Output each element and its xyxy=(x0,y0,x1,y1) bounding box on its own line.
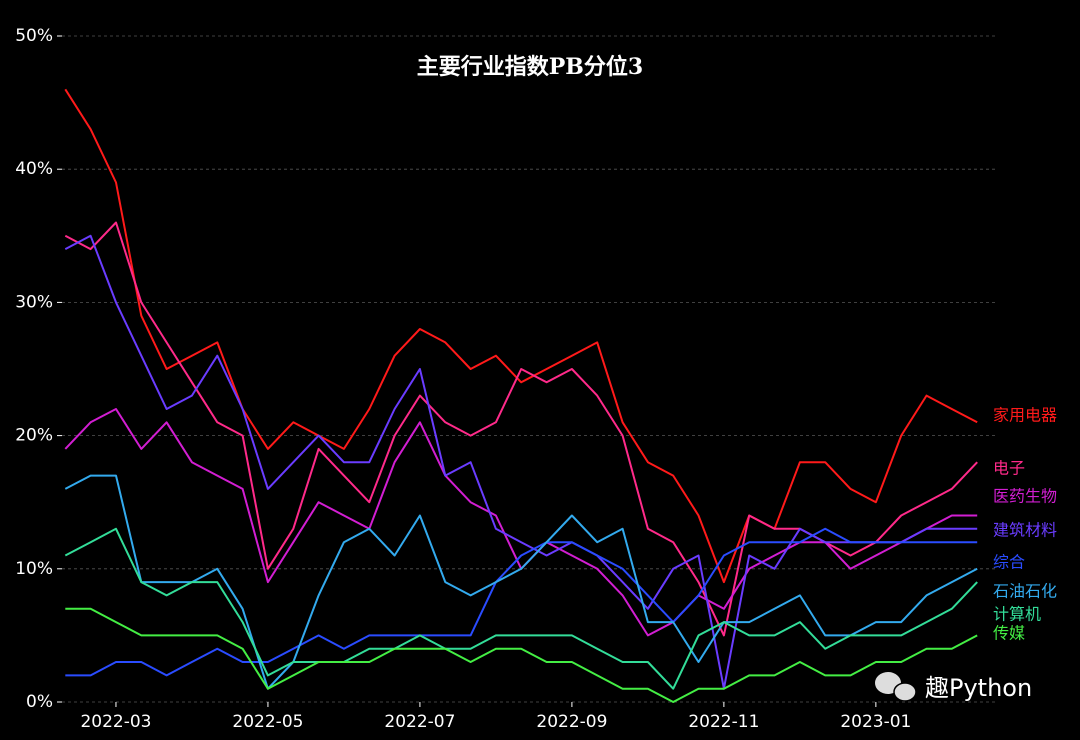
series-line xyxy=(64,88,978,584)
series-line xyxy=(64,234,978,690)
series-line xyxy=(65,527,978,677)
x-tick-label: 2022-11 xyxy=(688,712,759,732)
legend-label: 计算机 xyxy=(993,605,1041,624)
x-tick-label: 2023-01 xyxy=(840,712,911,732)
legend-label: 医药生物 xyxy=(993,487,1057,506)
x-tick-label: 2022-05 xyxy=(232,712,303,732)
series-line xyxy=(65,607,978,703)
watermark-icon xyxy=(875,672,917,702)
y-tick-label: 30% xyxy=(15,292,53,312)
legend-label: 电子 xyxy=(993,459,1025,478)
series-line xyxy=(64,527,978,690)
chart-title: 主要行业指数PB分位3 xyxy=(417,54,643,80)
legend-label: 综合 xyxy=(993,553,1025,572)
series-line xyxy=(64,474,978,690)
y-tick-label: 20% xyxy=(15,426,53,446)
series-line xyxy=(64,221,978,637)
x-tick-label: 2022-07 xyxy=(384,712,455,732)
legend-label: 家用电器 xyxy=(993,406,1057,425)
legend-label: 石油石化 xyxy=(993,582,1057,601)
legend-label: 传媒 xyxy=(993,624,1025,643)
x-tick-label: 2022-03 xyxy=(80,712,151,732)
y-tick-label: 50% xyxy=(15,26,53,46)
legend-label: 建筑材料 xyxy=(993,521,1057,540)
watermark: 趣Python xyxy=(925,674,1032,702)
series-line xyxy=(64,408,978,637)
y-tick-label: 0% xyxy=(26,692,53,712)
x-tick-label: 2022-09 xyxy=(536,712,607,732)
y-tick-label: 10% xyxy=(15,559,53,579)
plot: 0% 10% 20% 30% 40% 50% 2022-03 2022-05 2022-07 20… xyxy=(15,26,1057,732)
y-tick-label: 40% xyxy=(15,159,53,179)
